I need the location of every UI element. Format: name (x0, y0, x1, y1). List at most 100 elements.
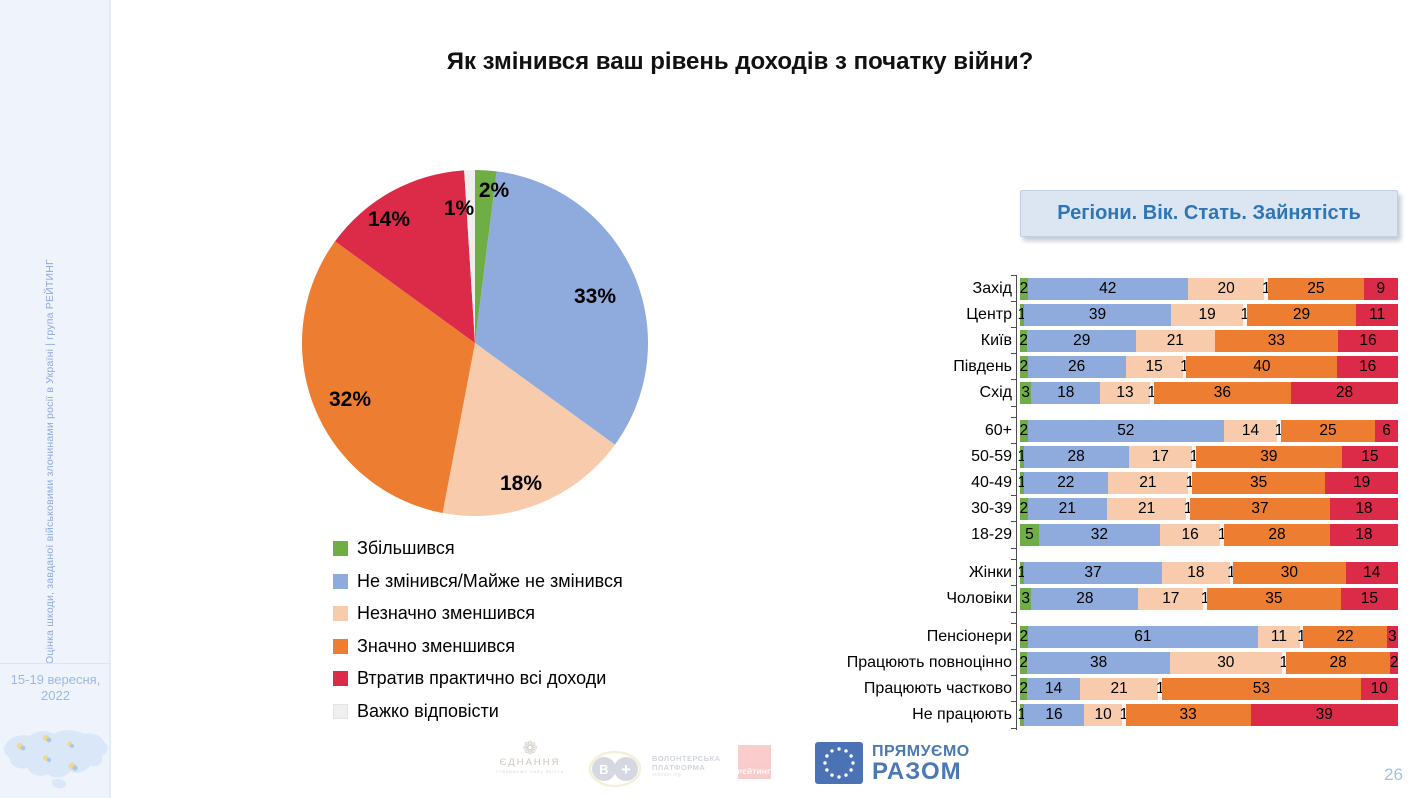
bar-segment: 1 (1185, 472, 1195, 494)
pie-chart: 2% 33% 18% 32% 14% 1% (301, 170, 649, 517)
bar-segment: 39 (1023, 304, 1172, 326)
bar-segment: 25 (1268, 278, 1364, 300)
bar-segment-value: 39 (1315, 706, 1333, 723)
bar-segment-value: 2 (1019, 332, 1029, 349)
bar-segment-value: 33 (1179, 706, 1197, 723)
bar-segment-value: 9 (1376, 280, 1386, 297)
legend-label: Незначно зменшився (357, 603, 535, 623)
ednannia-logo-name: ЄДНАННЯ (499, 757, 561, 768)
survey-date-line1: 15-19 вересня, (10, 672, 101, 687)
bar-segment: 1 (1180, 356, 1189, 378)
dandelion-icon: ❁ (522, 738, 538, 758)
sidebar: Оцінка шкоди, завданої військовими злочи… (0, 0, 111, 798)
bar-segment: 19 (1171, 304, 1243, 326)
legend-swatch (333, 541, 348, 556)
bar-segment: 16 (1023, 704, 1085, 726)
bar-segment-value: 52 (1117, 422, 1135, 439)
bar-segment-value: 25 (1307, 280, 1325, 297)
bar-segment-value: 1 (1200, 590, 1210, 607)
panel-header: Регіони. Вік. Стать. Зайнятість (1020, 190, 1398, 237)
bar-segment-value: 1 (1119, 706, 1129, 723)
axis-tick (1011, 417, 1017, 418)
bar-segment-value: 21 (1137, 500, 1156, 517)
axis-tick (1011, 521, 1017, 522)
bar-segment-value: 1 (1017, 306, 1027, 323)
slide-title: Як змінився ваш рівень доходів з початку… (446, 48, 1034, 75)
bar-segment: 53 (1162, 678, 1361, 700)
bar-segment: 3 (1020, 588, 1032, 610)
bar-segment-value: 1 (1147, 384, 1157, 401)
bar-row: Пенсіонери 2 61 11 1 22 3 (927, 626, 1398, 648)
bar-segment: 11 (1258, 626, 1300, 648)
bar-segment-value: 6 (1382, 422, 1391, 439)
map-markers (16, 734, 78, 771)
stacked-bar-chart: Захід 2 42 20 1 25 9 Центр 1 39 19 1 29 11 Київ 2 29 21 33… (847, 275, 1399, 730)
volunteer-platform-logo: В + (588, 750, 642, 788)
bar-segment-value: 1 (1227, 564, 1236, 581)
bar-segment: 1 (1262, 278, 1271, 300)
bar-segment-value: 14 (1045, 680, 1063, 697)
bar-segment-value: 17 (1151, 448, 1169, 465)
bar-row: 40-49 1 22 21 1 35 19 (971, 472, 1398, 494)
axis-tick (1011, 649, 1017, 650)
legend-item: Не змінився/Майже не змінився (333, 571, 623, 592)
bar-segment-value: 2 (1019, 422, 1029, 439)
pie-slice-label: 32% (329, 388, 371, 411)
bar-segment: 2 (1019, 330, 1029, 352)
bar-segment: 21 (1079, 678, 1159, 700)
legend-label: Втратив практично всі доходи (357, 668, 607, 688)
bar-segment-value: 39 (1088, 306, 1107, 323)
legend-swatch (333, 606, 348, 621)
bar-segment: 11 (1356, 304, 1398, 326)
bar-segment: 18 (1329, 498, 1398, 520)
bar-segment: 2 (1020, 278, 1028, 300)
bar-segment-value: 15 (1360, 590, 1378, 607)
bar-row: 30-39 2 21 21 1 37 18 (971, 498, 1398, 520)
bar-segment: 1 (1018, 704, 1026, 726)
bar-segment-value: 3 (1021, 384, 1031, 401)
bar-segment: 28 (1224, 524, 1330, 546)
bar-segment-value: 1 (1297, 628, 1306, 645)
bar-segment-value: 16 (1359, 332, 1377, 349)
bar-segment-value: 28 (1268, 526, 1286, 543)
bar-segment-value: 22 (1057, 474, 1075, 491)
bar-segment-value: 28 (1067, 448, 1085, 465)
bar-segment: 28 (1291, 382, 1398, 404)
bar-segment: 1 (1156, 678, 1165, 700)
legend-label: Збільшився (357, 538, 455, 558)
bar-segment-value: 1 (1185, 474, 1195, 491)
bar-segment: 1 (1018, 562, 1026, 584)
bar-segment-value: 3 (1021, 590, 1031, 607)
bar-segment: 21 (1106, 498, 1187, 520)
bar-segment-value: 1 (1189, 448, 1199, 465)
bar-segment-value: 30 (1217, 654, 1235, 671)
bar-segment-value: 21 (1058, 500, 1076, 517)
bar-row: Чоловіки 3 28 17 1 35 15 (946, 588, 1398, 610)
bar-row-label: Не працюють (912, 706, 1012, 723)
volunteer-platform-line2: ПЛАТФОРМА (652, 763, 706, 772)
bar-segment-value: 30 (1280, 564, 1299, 581)
bar-segment-value: 28 (1329, 654, 1347, 671)
bar-segment: 5 (1020, 524, 1039, 546)
bar-segment: 21 (1136, 330, 1215, 352)
panel-header-label: Регіони. Вік. Стать. Зайнятість (1057, 202, 1361, 224)
rating-group-logo-name: РЕЙТИНГ (737, 769, 772, 776)
bar-segment-value: 39 (1260, 448, 1278, 465)
bar-segment: 28 (1023, 446, 1129, 468)
bar-segment: 14 (1345, 562, 1398, 584)
bar-segment-value: 19 (1353, 474, 1371, 491)
bar-segment: 28 (1031, 588, 1139, 610)
bar-segment-value: 28 (1335, 384, 1354, 401)
pie-slice-label: 18% (500, 472, 542, 495)
legend-label: Значно зменшився (357, 635, 515, 656)
bar-segment: 30 (1233, 562, 1346, 584)
bar-segment: 15 (1341, 446, 1398, 468)
bar-segment: 1 (1018, 446, 1026, 468)
pie-slice-label: 33% (574, 285, 616, 308)
bar-segment-value: 25 (1319, 422, 1337, 439)
bar-segment: 10 (1084, 704, 1123, 726)
ukraine-map (3, 730, 108, 789)
legend-item: Збільшився (333, 538, 623, 559)
bar-segment: 15 (1125, 356, 1183, 378)
bar-row: 60+ 2 52 14 1 25 6 (985, 420, 1398, 442)
